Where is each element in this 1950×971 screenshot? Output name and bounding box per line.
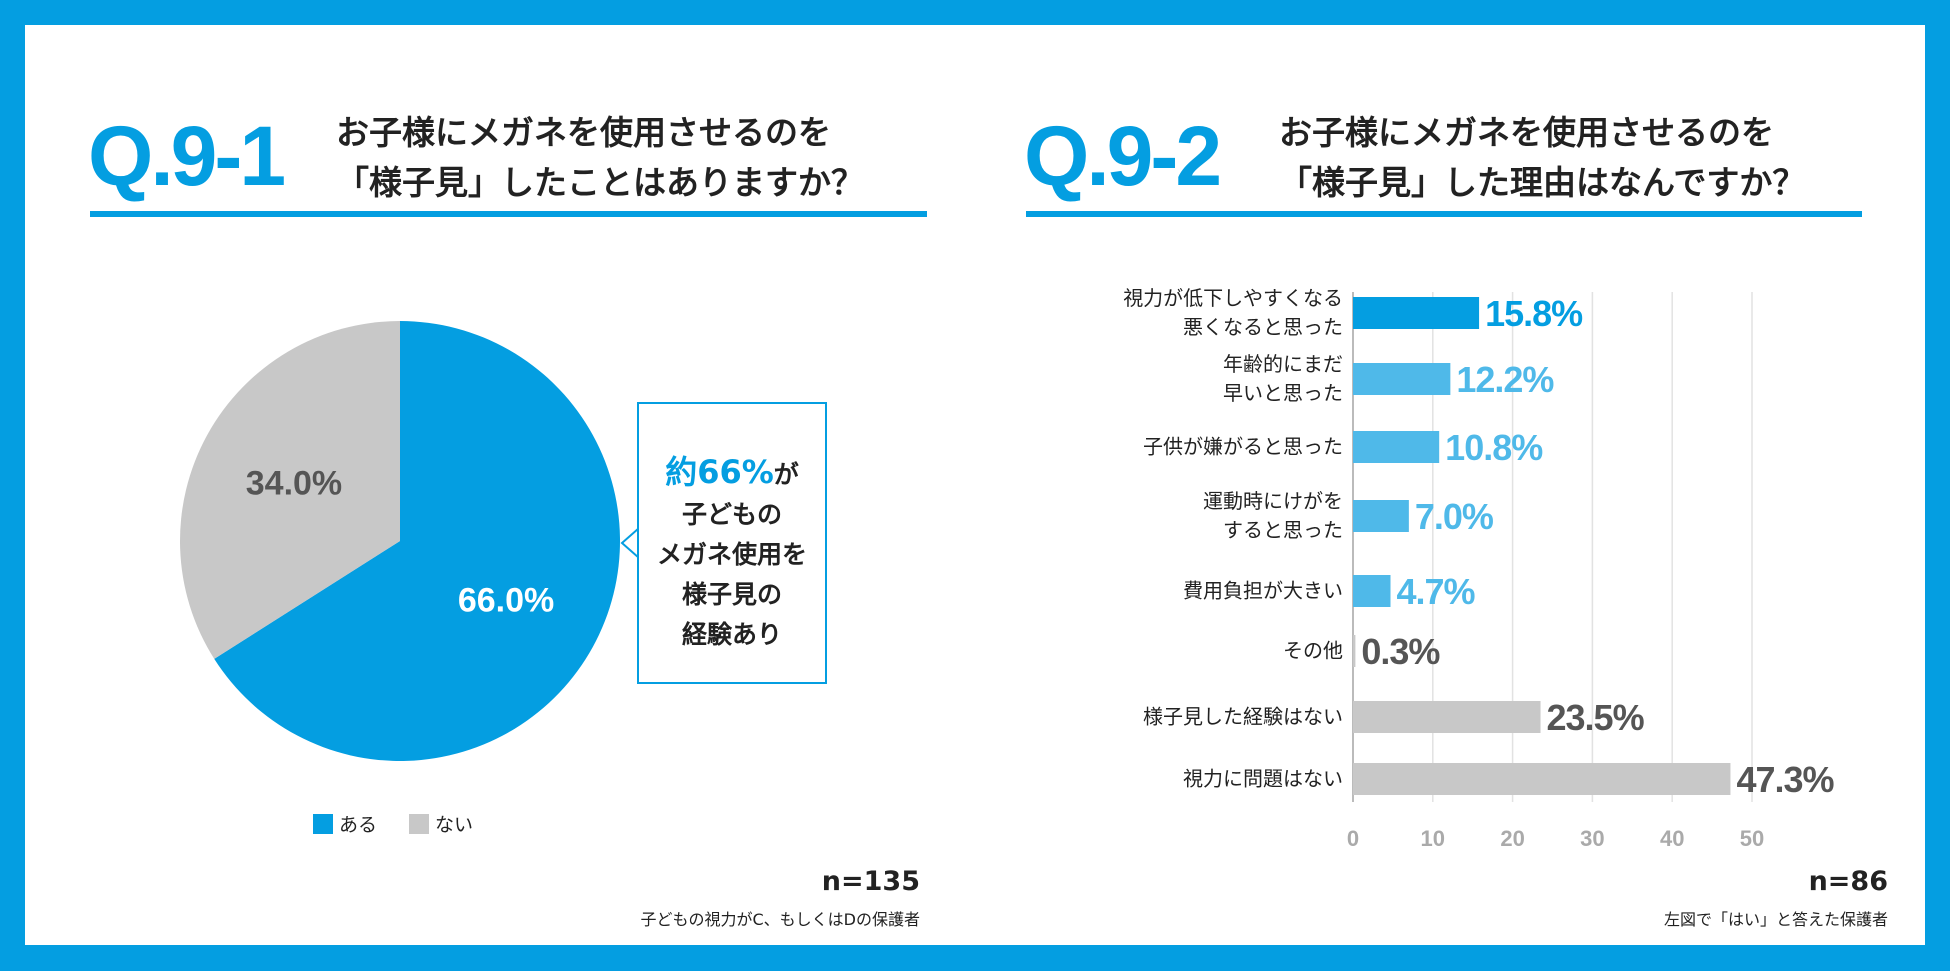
bar-category-label: 運動時にけがをすると思った (1203, 487, 1343, 545)
pie-legend: ある ない (313, 810, 473, 837)
bar-category-label: 子供が嫌がると思った (1143, 433, 1343, 462)
pie-value-label: 34.0% (246, 465, 342, 503)
question-title-right: お子様にメガネを使用させるのを 「様子見」した理由はなんですか？ (1279, 108, 1805, 208)
bar-value-label: 12.2% (1456, 359, 1554, 400)
bar (1353, 635, 1356, 667)
category-line: 費用負担が大きい (1183, 578, 1343, 603)
legend-label: ある (339, 814, 378, 836)
callout-box: 約66%が 子どもの メガネ使用を 様子見の 経験あり (637, 402, 827, 684)
callout-headline: 約66%が (639, 452, 825, 495)
bar-category-label: 視力に問題はない (1183, 765, 1343, 794)
question-title-left: お子様にメガネを使用させるのを 「様子見」したことはありますか？ (336, 108, 864, 208)
bar (1353, 763, 1731, 795)
callout-suffix: が (773, 460, 799, 489)
category-line: 運動時にけがを (1203, 489, 1343, 513)
category-line: 視力が低下しやすくなる (1123, 286, 1343, 310)
title-underline (1026, 211, 1862, 217)
x-tick-label: 20 (1500, 826, 1524, 851)
sample-size-right: n=86 (1808, 866, 1888, 897)
callout-line: 子どもの (681, 500, 782, 529)
bar (1353, 701, 1541, 733)
x-tick-label: 30 (1580, 826, 1604, 851)
bar (1353, 297, 1480, 329)
bar-category-label: 様子見した経験はない (1143, 703, 1343, 732)
bar-category-label: その他 (1283, 637, 1343, 666)
bar-category-label: 年齢的にまだ 早いと思った (1223, 350, 1343, 408)
title-line: お子様にメガネを使用させるのを (1279, 113, 1774, 152)
bar-value-label: 10.8% (1445, 427, 1543, 468)
bar (1353, 500, 1409, 532)
x-tick-label: 50 (1740, 826, 1764, 851)
category-line: その他 (1283, 638, 1343, 663)
pie-value-label: 66.0% (458, 581, 554, 619)
category-line: 視力に問題はない (1183, 766, 1343, 791)
legend-item-nai: ない (409, 810, 473, 837)
bar-category-label: 視力が低下しやすくなる悪くなると思った (1123, 284, 1343, 342)
question-number-left: Q.9-1 (88, 109, 286, 203)
bar-value-label: 0.3% (1361, 631, 1440, 672)
bar-value-label: 23.5% (1547, 697, 1645, 738)
title-line: 「様子見」した理由はなんですか？ (1279, 163, 1806, 202)
bar (1353, 431, 1440, 463)
legend-item-aru: ある (313, 810, 377, 837)
x-tick-label: 40 (1660, 826, 1684, 851)
bar-value-label: 47.3% (1736, 759, 1834, 800)
x-tick-label: 10 (1421, 826, 1445, 851)
pie-slice (214, 321, 621, 761)
callout-line: 様子見の (681, 580, 782, 609)
sample-size-left: n=135 (821, 866, 920, 897)
category-line: 悪くなると思った (1183, 315, 1343, 339)
title-line: お子様にメガネを使用させるのを (336, 113, 831, 152)
bar (1353, 575, 1391, 607)
bar-value-label: 15.8% (1485, 293, 1583, 334)
x-tick-label: 0 (1347, 826, 1359, 851)
legend-label: ない (435, 814, 474, 836)
category-line: すると思った (1223, 518, 1343, 542)
callout-line: メガネ使用を (656, 540, 807, 569)
legend-swatch (313, 814, 333, 834)
title-line: 「様子見」したことはありますか？ (336, 163, 864, 202)
category-line: 様子見した経験はない (1143, 704, 1343, 729)
bar-value-label: 7.0% (1415, 496, 1494, 537)
question-number-right: Q.9-2 (1024, 109, 1222, 203)
category-line: 子供が嫌がると思った (1143, 434, 1343, 459)
callout-line: 経験あり (681, 620, 782, 649)
title-underline (90, 211, 927, 217)
sample-note-right: 左図で「はい」と答えた保護者 (1663, 910, 1888, 929)
sample-note-left: 子どもの視力がC、もしくはDの保護者 (640, 910, 921, 929)
callout-highlight: 約66% (665, 453, 774, 491)
bar-category-label: 費用負担が大きい (1183, 577, 1343, 606)
callout-pointer (620, 527, 640, 559)
pie-slice (180, 321, 400, 659)
bar (1353, 363, 1451, 395)
legend-swatch (409, 814, 430, 834)
category-line: 早いと思った (1223, 381, 1343, 405)
bar-value-label: 4.7% (1397, 571, 1476, 612)
category-line: 年齢的にまだ (1223, 352, 1343, 376)
